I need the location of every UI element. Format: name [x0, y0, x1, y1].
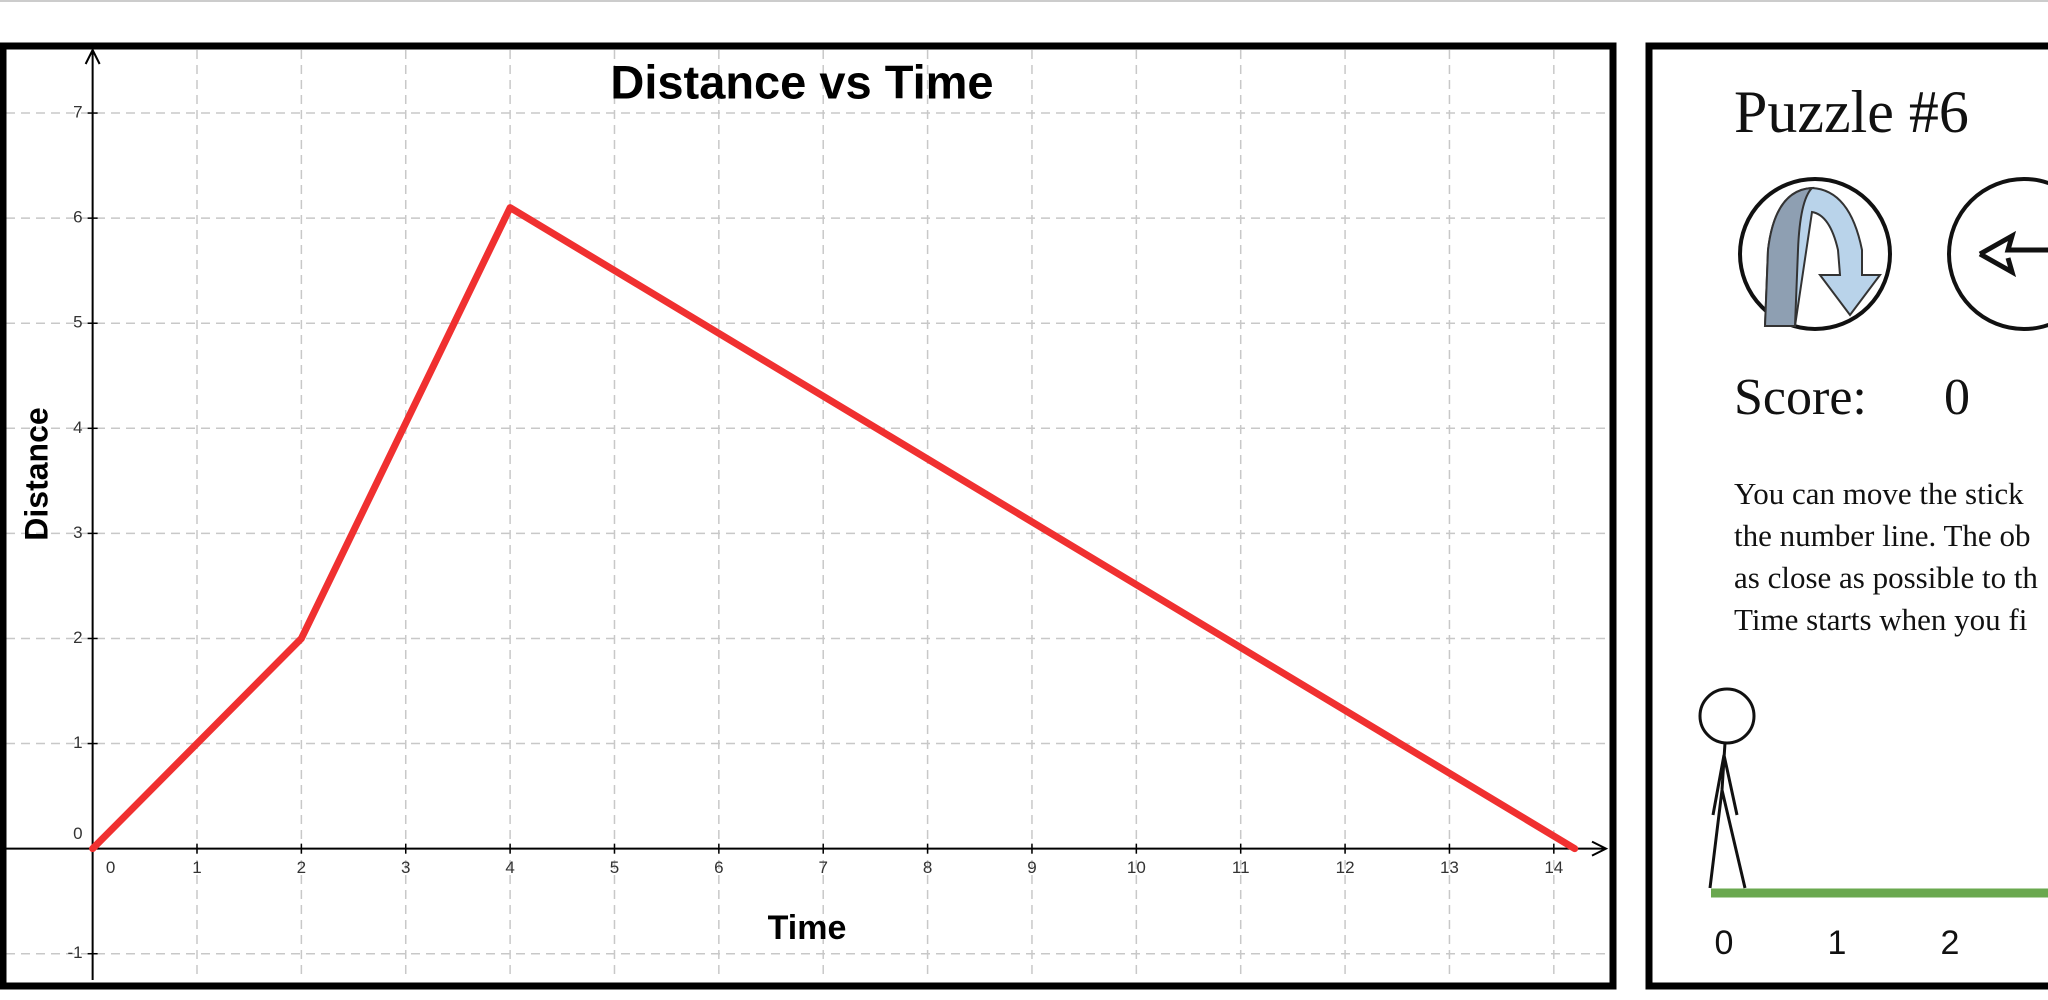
x-tick-label: 0 — [106, 858, 115, 877]
instruction-line: the number line. The ob — [1734, 518, 2030, 553]
y-tick-label: 7 — [73, 103, 82, 122]
x-axis — [6, 840, 1609, 857]
y-axis — [84, 47, 101, 980]
y-tick-label: 2 — [73, 628, 82, 647]
number-line-label: 1 — [1828, 924, 1847, 962]
y-tick-label: 3 — [73, 523, 82, 542]
x-tick-label: 9 — [1027, 858, 1036, 877]
number-line-label: 2 — [1941, 924, 1960, 962]
number-line-label: 0 — [1715, 924, 1734, 962]
y-tick-label: 4 — [73, 418, 82, 437]
y-tick-label: 0 — [73, 824, 82, 843]
instructions: You can move the stick the number line. T… — [1734, 476, 2038, 637]
puzzle-panel: Puzzle #6 Score: 0 You can move the stic… — [1645, 42, 2048, 990]
x-tick-label: 14 — [1544, 858, 1563, 877]
chart-border — [0, 42, 1617, 990]
x-tick-label: 2 — [297, 858, 306, 877]
x-tick-label: 8 — [923, 858, 932, 877]
number-line-labels: 0 1 2 — [1715, 924, 1960, 962]
x-tick-label: 1 — [192, 858, 201, 877]
x-tick-label: 5 — [610, 858, 619, 877]
head — [1698, 687, 1756, 745]
x-tick-label: 11 — [1232, 858, 1250, 877]
left-arrow-icon — [1978, 230, 2048, 278]
x-tick-label: 10 — [1127, 858, 1146, 877]
instruction-line: Time starts when you fi — [1734, 602, 2028, 637]
y-tick-label: 5 — [73, 313, 82, 332]
x-tick-label: 13 — [1440, 858, 1459, 877]
y-tick-label: 6 — [73, 208, 82, 227]
panel-border — [1645, 42, 2048, 990]
x-tick-label: 4 — [505, 858, 514, 877]
instruction-line: as close as possible to th — [1734, 560, 2038, 595]
x-axis-label: Time — [768, 909, 847, 947]
x-tick-label: 3 — [401, 858, 410, 877]
button-circle[interactable] — [1947, 177, 2048, 331]
data-line — [89, 204, 1579, 853]
flip-button[interactable] — [1738, 177, 1892, 331]
y-tick-label: 1 — [73, 733, 82, 752]
chart-title: Distance vs Time — [610, 55, 993, 108]
puzzle-title: Puzzle #6 — [1734, 79, 1969, 145]
x-tick-label: 7 — [818, 858, 827, 877]
x-tick-label: 12 — [1336, 858, 1355, 877]
instruction-line: You can move the stick — [1734, 476, 2024, 511]
x-tick-label: 6 — [714, 858, 723, 877]
y-axis-label: Distance — [18, 407, 54, 540]
score-value: 0 — [1944, 369, 1970, 426]
y-tick-label: -1 — [68, 943, 83, 962]
flip-icon-shade — [1763, 186, 1815, 327]
body — [1708, 742, 1747, 889]
left-button[interactable] — [1947, 177, 2048, 331]
score-label: Score: — [1734, 369, 1867, 426]
stick-figure — [1698, 687, 1756, 889]
